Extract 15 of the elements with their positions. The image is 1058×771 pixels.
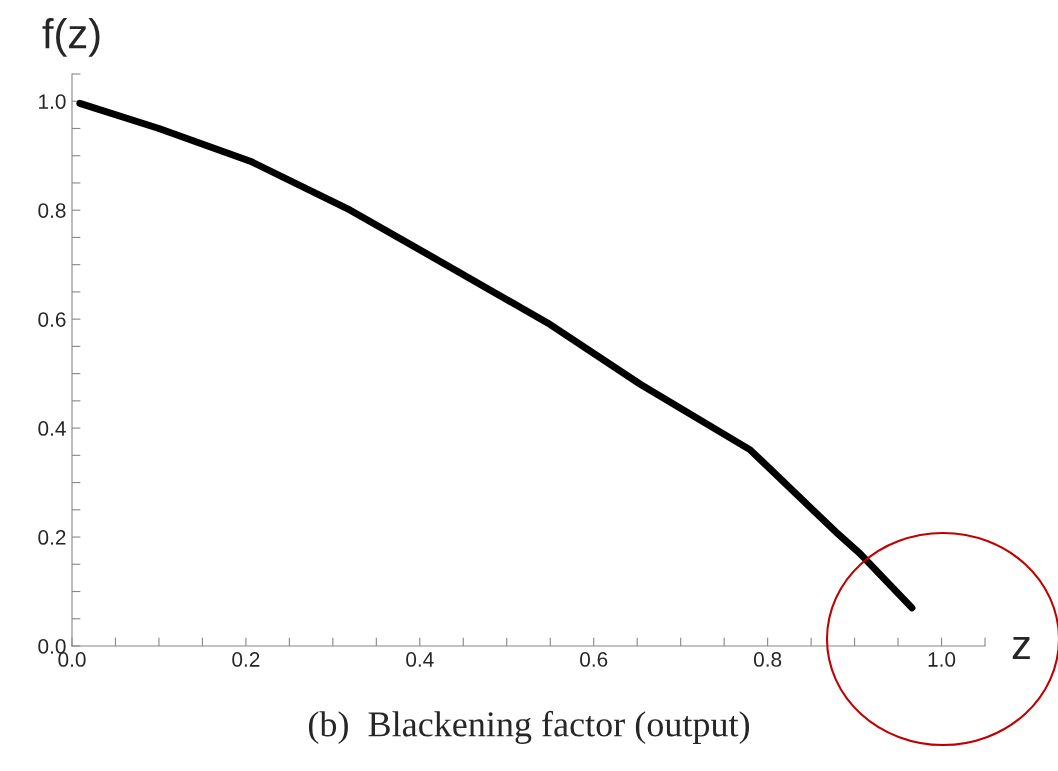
- x-tick-label: 0.2: [232, 652, 260, 667]
- y-tick-label: 0.4: [38, 421, 66, 436]
- y-tick-label: 0.6: [38, 312, 66, 327]
- x-tick-label: 0.6: [580, 652, 608, 667]
- y-tick-label: 0.2: [38, 530, 66, 545]
- text: (b) Blackening factor (output): [308, 710, 750, 745]
- x-tick-label: 0.4: [406, 652, 434, 667]
- y-tick-label: 1.0: [39, 94, 66, 109]
- x-axis-title: z: [1012, 637, 1030, 660]
- y-axis-title: f(z): [42, 18, 100, 57]
- y-tick-label: 0.8: [38, 203, 66, 218]
- x-tick-label: 0.8: [753, 652, 782, 667]
- y-tick-label: 0.0: [38, 639, 66, 654]
- x-tick-label: 1.0: [928, 652, 956, 667]
- x-tick-label: 0.0: [58, 652, 86, 667]
